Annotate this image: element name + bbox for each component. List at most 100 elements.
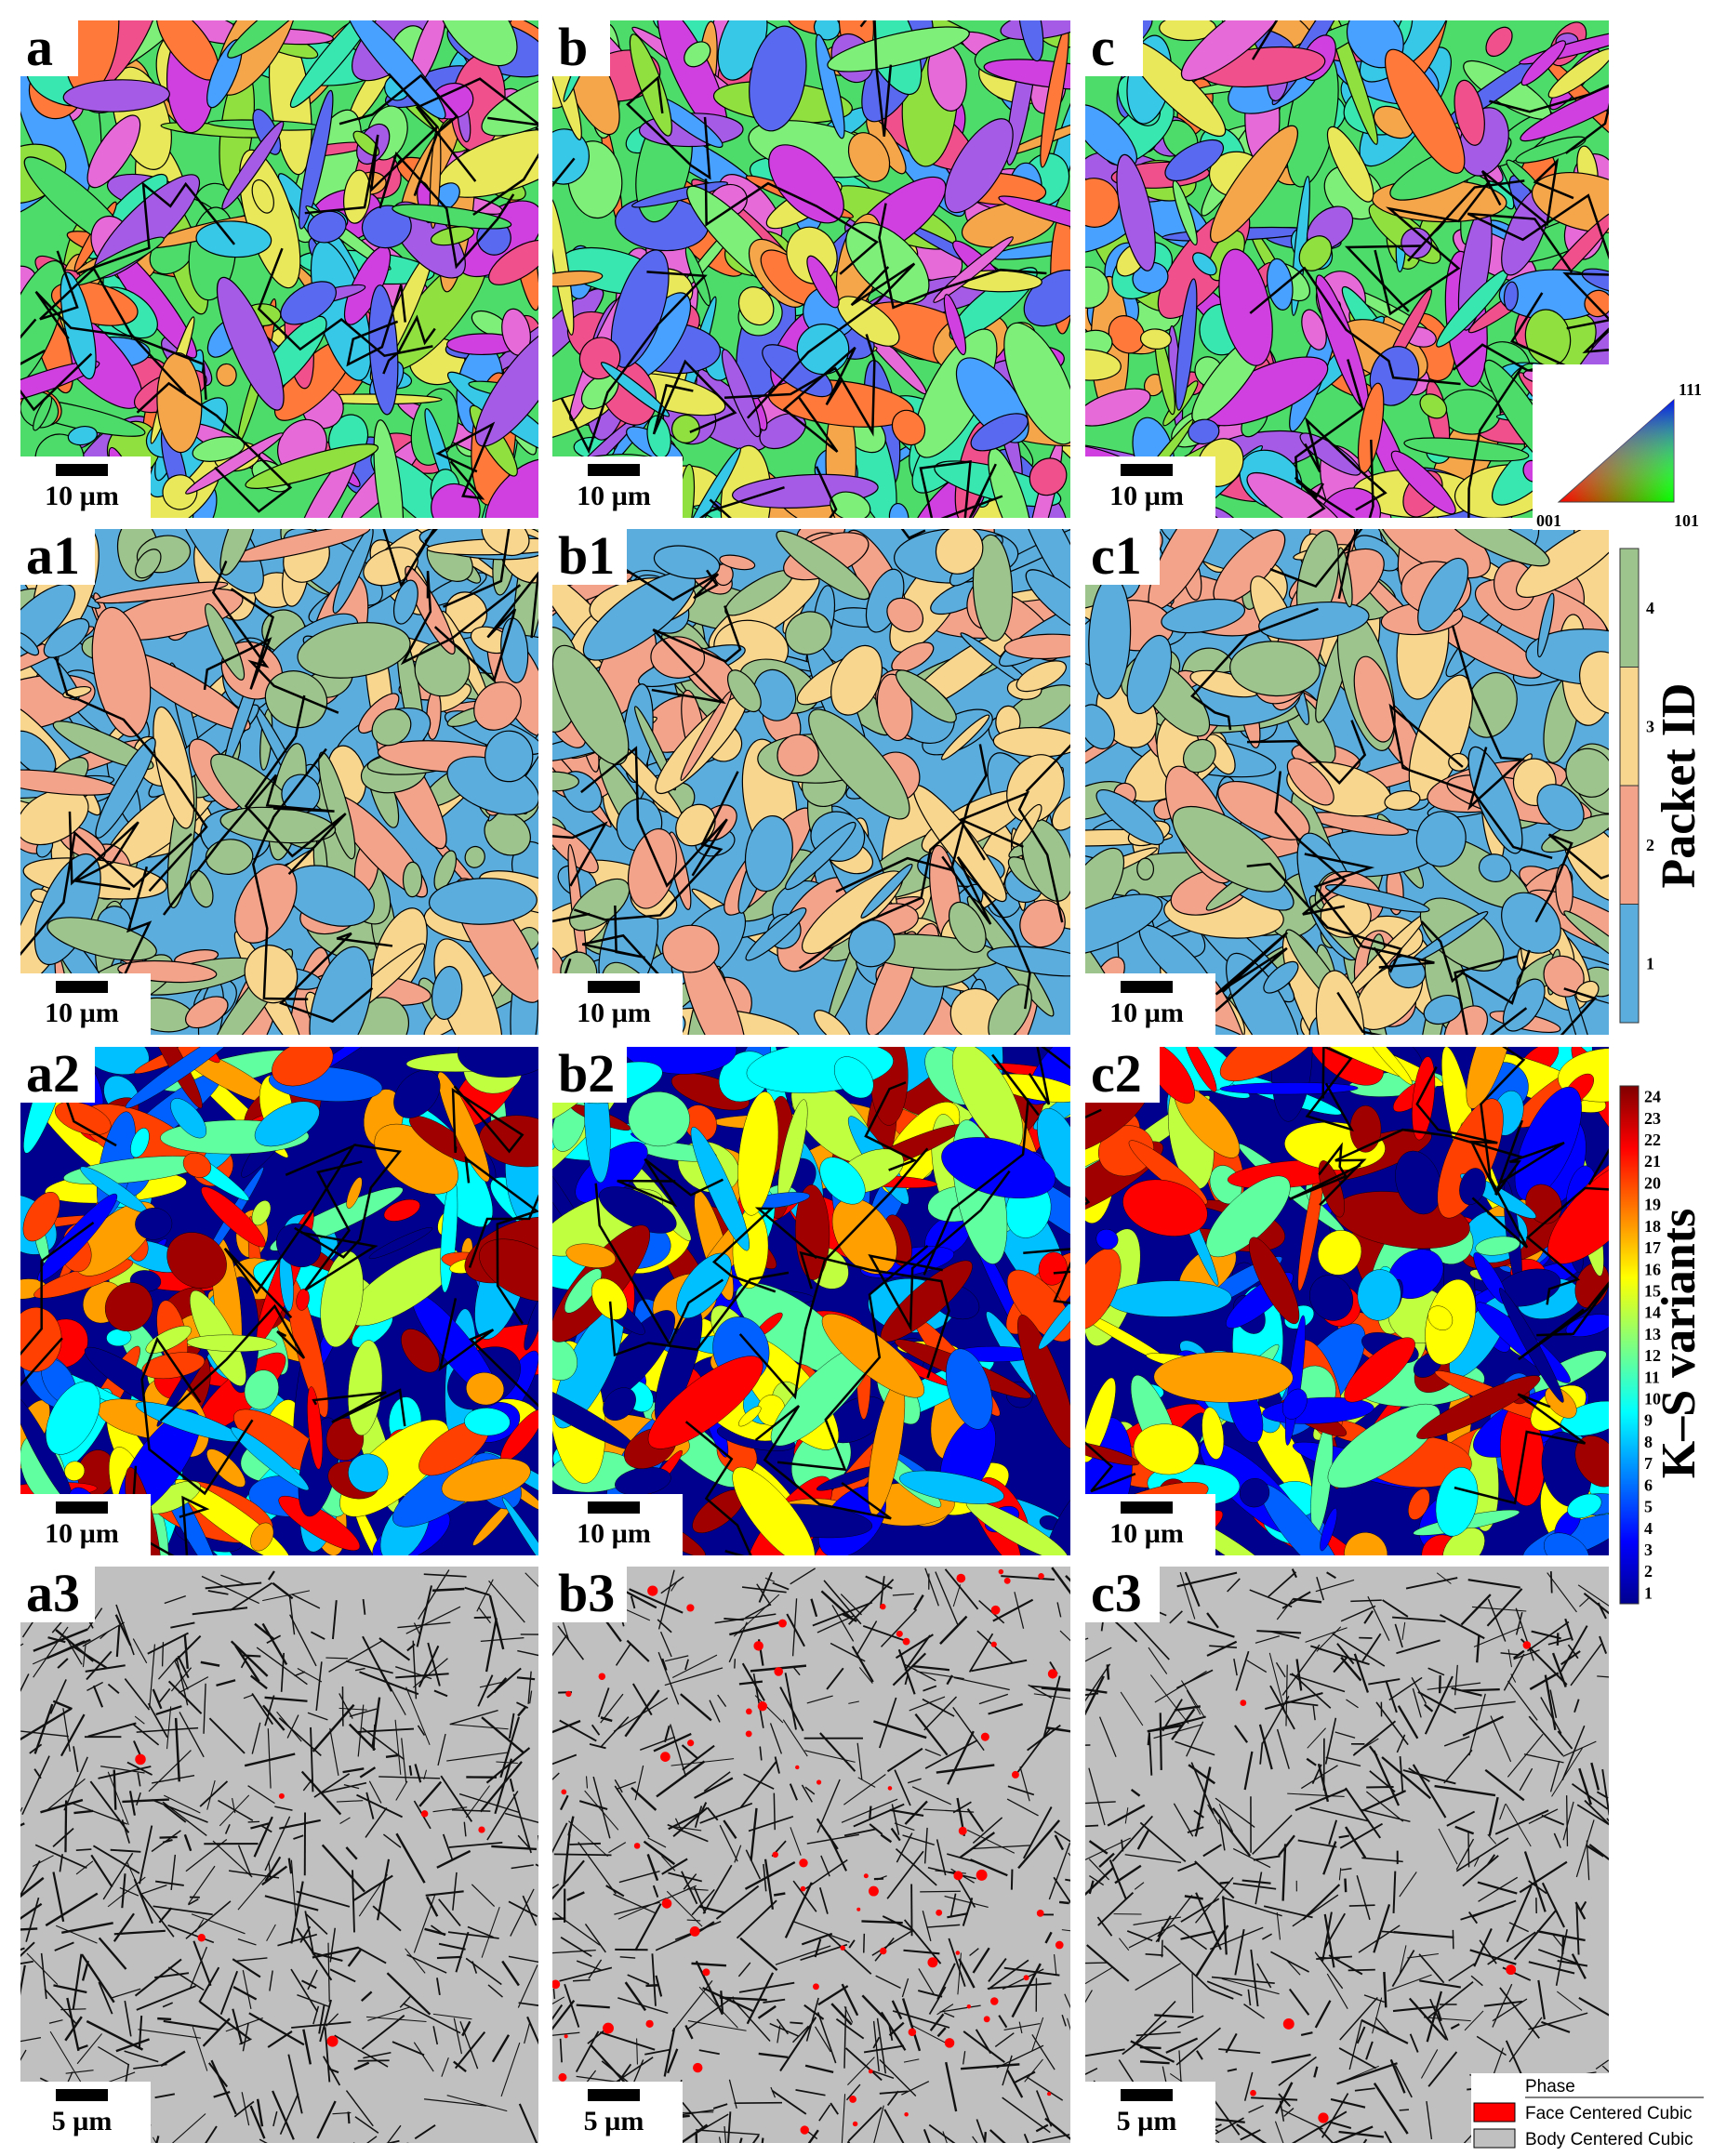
boundary [1601,2065,1609,2073]
boundary [572,1978,591,1982]
boundary [1085,1647,1112,1662]
grain [1419,393,1448,419]
grain [821,1313,925,1398]
boundary [264,1895,319,1911]
boundary [924,1739,978,1769]
boundary [789,1783,798,1801]
boundary [1361,1857,1403,1863]
packet-boundary [941,855,1031,1010]
boundary [522,1895,538,1926]
boundary [353,1874,393,1901]
boundary [177,1655,190,1679]
boundary [553,1853,612,1857]
boundary [1196,1766,1212,1830]
boundary [1300,1765,1338,1790]
grain [1037,1107,1070,1188]
boundary [516,1701,529,1709]
boundary [1295,1659,1303,1691]
boundary [89,1780,130,1833]
boundary [1316,1955,1352,1961]
boundary [412,1640,418,1700]
boundary [775,1945,831,1965]
boundary [748,1816,794,1832]
boundary [1119,1938,1130,1951]
boundary [576,2004,610,2009]
boundary [1455,1838,1475,1871]
panel-label: c2 [1091,1043,1142,1104]
boundary [331,1600,338,1640]
grain [1361,1047,1413,1085]
boundary [1575,1903,1580,1955]
boundary [1454,1664,1458,1696]
fcc-spot [693,2062,703,2073]
boundary [448,1842,503,1848]
boundary [734,1845,742,1863]
grain [806,255,840,309]
boundary [446,2095,508,2112]
boundary [871,2070,895,2080]
boundary [286,1714,299,1739]
boundary [804,1858,848,1890]
boundary [266,1924,276,1941]
boundary [1557,1991,1583,2011]
boundary [1417,1690,1457,1714]
grain [201,1186,266,1248]
boundary [918,1968,936,1996]
boundary [259,2138,268,2143]
boundary [1397,1705,1419,1739]
ipf-label: 101 [1674,511,1699,530]
grain [1108,315,1146,354]
boundary [1361,1790,1407,1812]
boundary [1333,1655,1349,1673]
boundary [989,2129,1006,2143]
boundary [493,1677,508,1694]
boundary [87,1722,137,1738]
boundary [886,1850,924,1899]
boundary [48,2019,63,2024]
boundary [1540,1697,1562,1734]
boundary [828,1834,847,1872]
grain [1258,602,1370,642]
boundary [1309,1806,1370,1822]
boundary [440,1775,473,1822]
grain [86,114,141,189]
boundary [686,1919,701,1922]
boundary [418,1645,440,1688]
packet-tick: 3 [1646,717,1654,735]
grain [1326,126,1374,203]
boundary [1287,1792,1345,1797]
boundary [1054,1834,1065,1851]
grain [144,1047,203,1109]
grain [1239,1477,1270,1508]
boundary [1275,2082,1294,2114]
boundary [1553,1832,1561,1848]
boundary [666,1890,703,1927]
grain [552,270,604,287]
ks-tick: 16 [1644,1260,1661,1278]
boundary [406,2142,409,2143]
boundary [743,1773,775,1790]
packet-boundary [1274,771,1348,916]
grain [466,1372,505,1406]
grain [33,395,53,431]
packet-boundary [835,744,988,893]
grain [653,545,721,579]
boundary [352,1870,355,1933]
boundary [318,2004,325,2034]
boundary [73,1746,79,1773]
grain [564,1268,603,1314]
boundary [1278,2056,1317,2086]
boundary [98,1937,127,1970]
boundary [176,1658,189,1706]
boundary [148,1750,192,1792]
boundary [983,2132,987,2143]
boundary [881,1608,918,1647]
boundary [1578,1997,1609,2017]
boundary [959,1832,996,1858]
boundary [153,1905,213,1916]
packet-boundary [1518,1280,1609,1361]
boundary [294,1671,306,1677]
boundary [1314,2000,1332,2029]
boundary [32,1855,54,1867]
boundary [72,1953,83,2010]
